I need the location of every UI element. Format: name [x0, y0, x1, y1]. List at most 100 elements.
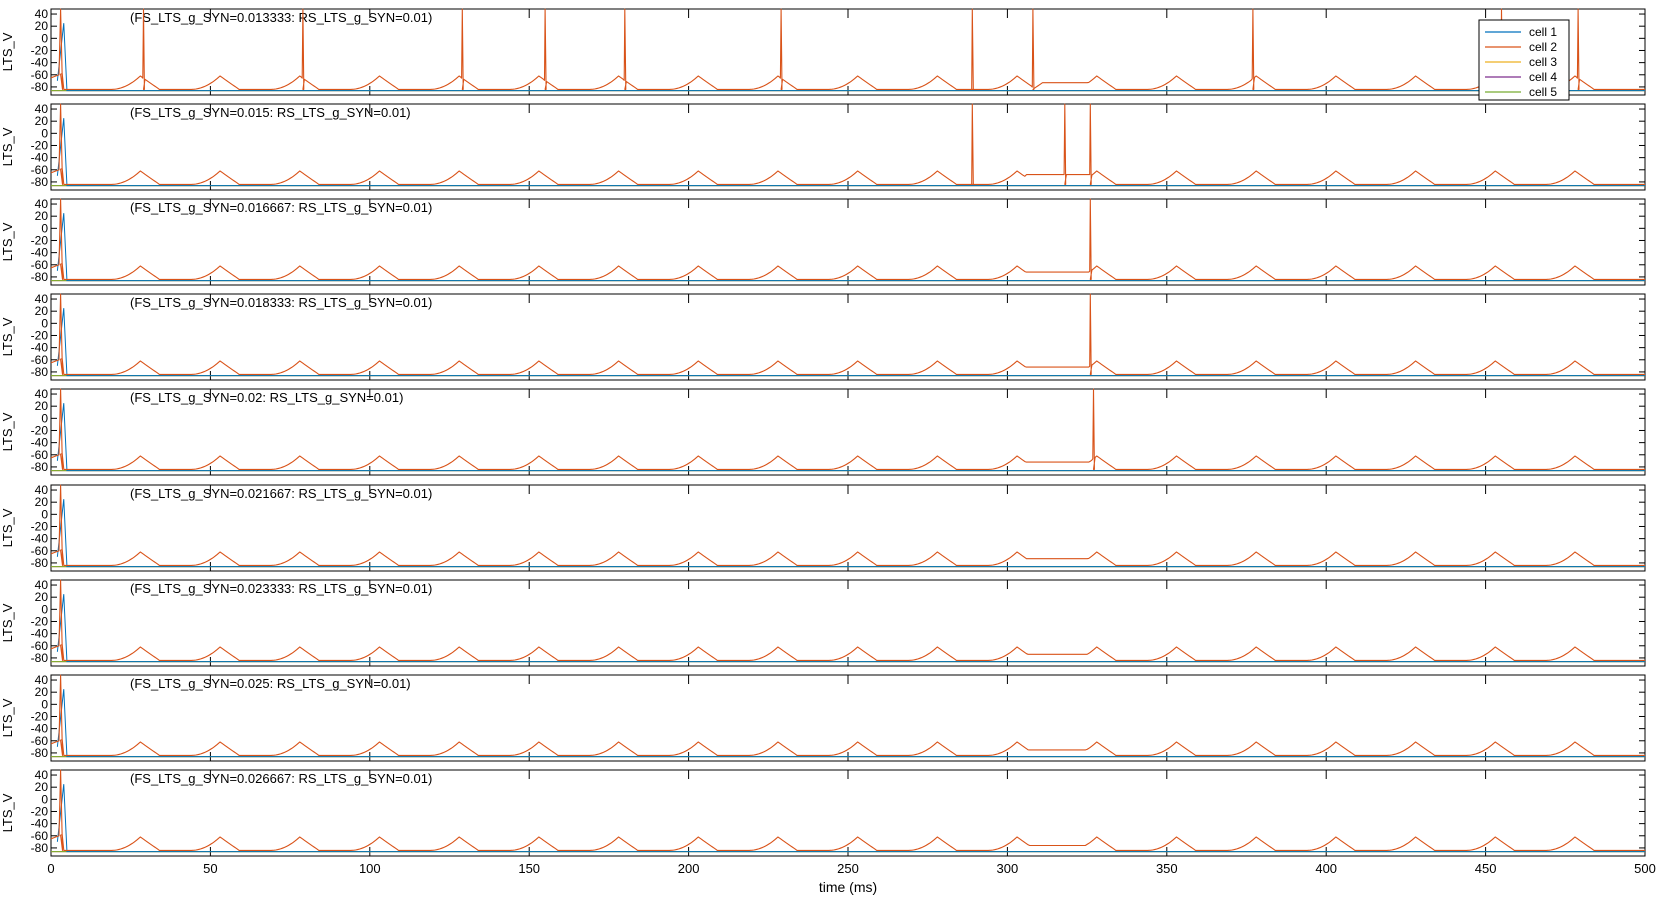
panel-frame — [50, 769, 1646, 857]
y-tick-label: -60 — [31, 258, 49, 272]
y-axis-label: LTS_V — [0, 317, 15, 356]
y-tick-label: 0 — [41, 316, 48, 330]
y-tick-label: 20 — [35, 685, 49, 699]
panel-title: (FS_LTS_g_SYN=0.021667: RS_LTS_g_SYN=0.0… — [130, 486, 432, 501]
panel-title: (FS_LTS_g_SYN=0.013333: RS_LTS_g_SYN=0.0… — [130, 10, 432, 25]
series-line-cell-1 — [56, 213, 1645, 282]
y-tick-label: -40 — [31, 436, 49, 450]
x-tick-label: 300 — [997, 861, 1019, 876]
legend-box — [1478, 19, 1570, 101]
panel-frame — [50, 484, 1646, 572]
panel-frame — [50, 198, 1646, 286]
series-line-cell-2 — [50, 674, 1645, 756]
x-tick-label: 500 — [1634, 861, 1656, 876]
y-tick-label: -80 — [31, 175, 49, 189]
y-tick-label: -80 — [31, 746, 49, 760]
y-tick-label: 20 — [35, 209, 49, 223]
y-tick-label: 0 — [41, 697, 48, 711]
y-tick-label: 0 — [41, 507, 48, 521]
panel-frame — [50, 103, 1646, 191]
x-tick-label: 50 — [203, 861, 217, 876]
y-tick-label: 40 — [35, 102, 49, 116]
y-tick-label: 40 — [35, 387, 49, 401]
y-tick-label: -60 — [31, 448, 49, 462]
y-tick-label: -40 — [31, 246, 49, 260]
legend-label: cell 1 — [1529, 25, 1557, 39]
y-tick-label: 0 — [41, 792, 48, 806]
y-tick-label: 0 — [41, 602, 48, 616]
y-axis-label: LTS_V — [0, 32, 15, 71]
panels-layer: 40200-20-40-60-80LTS_V(FS_LTS_g_SYN=0.01… — [0, 7, 1646, 857]
series-line-cell-1 — [56, 689, 1645, 758]
series-line-cell-1 — [56, 308, 1645, 377]
x-axis: time (ms) 0 50 100 150 200 250 300 350 400 450 500 — [47, 861, 1655, 895]
y-axis-label: LTS_V — [0, 603, 15, 642]
series-line-cell-2 — [50, 388, 1645, 470]
y-tick-label: 40 — [35, 197, 49, 211]
series-line-cell-1 — [56, 594, 1645, 663]
x-tick-label: 0 — [47, 861, 54, 876]
y-tick-label: -20 — [31, 43, 49, 57]
series-line-cell-2 — [50, 769, 1645, 851]
y-tick-label: -20 — [31, 138, 49, 152]
x-tick-label: 150 — [518, 861, 540, 876]
y-tick-label: 20 — [35, 780, 49, 794]
series-line-cell-2 — [50, 579, 1645, 661]
y-tick-label: 0 — [41, 31, 48, 45]
y-tick-label: 40 — [35, 7, 49, 21]
y-tick-label: -80 — [31, 651, 49, 665]
panel-title: (FS_LTS_g_SYN=0.025: RS_LTS_g_SYN=0.01) — [130, 676, 411, 691]
y-tick-label: 20 — [35, 304, 49, 318]
legend-label: cell 4 — [1529, 70, 1557, 84]
y-tick-label: -40 — [31, 532, 49, 546]
y-tick-label: -60 — [31, 163, 49, 177]
y-tick-label: -60 — [31, 544, 49, 558]
y-tick-label: -40 — [31, 627, 49, 641]
y-tick-label: 40 — [35, 578, 49, 592]
y-axis-label: LTS_V — [0, 127, 15, 166]
panel-frame — [50, 8, 1646, 96]
series-line-cell-2 — [50, 484, 1645, 566]
y-tick-label: -20 — [31, 804, 49, 818]
y-tick-label: 40 — [35, 483, 49, 497]
y-axis-label: LTS_V — [0, 793, 15, 832]
series-line-cell-1 — [56, 499, 1645, 568]
x-tick-label: 450 — [1475, 861, 1497, 876]
x-tick-label: 400 — [1315, 861, 1337, 876]
y-tick-label: -20 — [31, 423, 49, 437]
y-tick-label: -20 — [31, 614, 49, 628]
panel-title: (FS_LTS_g_SYN=0.015: RS_LTS_g_SYN=0.01) — [130, 105, 411, 120]
series-line-cell-1 — [56, 23, 1645, 92]
series-line-cell-2 — [50, 293, 1645, 375]
panel-frame — [50, 388, 1646, 476]
x-tick-label: 100 — [359, 861, 381, 876]
panel-frame — [50, 293, 1646, 381]
y-tick-label: 40 — [35, 768, 49, 782]
y-tick-label: -80 — [31, 556, 49, 570]
panel-title: (FS_LTS_g_SYN=0.016667: RS_LTS_g_SYN=0.0… — [130, 200, 432, 215]
y-tick-label: -40 — [31, 56, 49, 70]
y-tick-label: 20 — [35, 19, 49, 33]
y-tick-label: -20 — [31, 328, 49, 342]
x-tick-label: 350 — [1156, 861, 1178, 876]
legend-label: cell 2 — [1529, 40, 1557, 54]
series-line-cell-2 — [50, 103, 1645, 185]
y-tick-label: 20 — [35, 114, 49, 128]
y-axis-label: LTS_V — [0, 698, 15, 737]
y-axis-label: LTS_V — [0, 222, 15, 261]
y-tick-label: -80 — [31, 270, 49, 284]
y-axis-label: LTS_V — [0, 412, 15, 451]
y-tick-label: 0 — [41, 411, 48, 425]
y-tick-label: -80 — [31, 460, 49, 474]
y-tick-label: -40 — [31, 722, 49, 736]
legend-label: cell 5 — [1529, 85, 1557, 99]
panel-title: (FS_LTS_g_SYN=0.018333: RS_LTS_g_SYN=0.0… — [130, 295, 432, 310]
y-tick-label: -60 — [31, 734, 49, 748]
